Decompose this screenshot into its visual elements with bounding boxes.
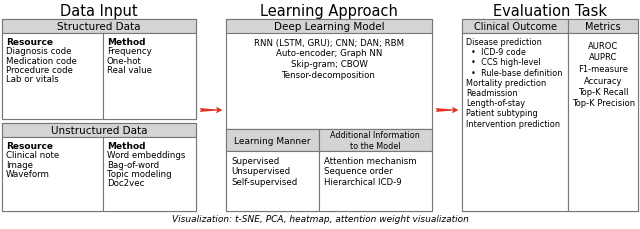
Bar [226, 20, 432, 34]
Bar [2, 137, 103, 211]
Bar [226, 151, 319, 211]
Bar [462, 20, 568, 34]
Text: Evaluation Task: Evaluation Task [493, 4, 607, 19]
Text: Hierarchical ICD-9: Hierarchical ICD-9 [324, 177, 401, 186]
Text: AUROC: AUROC [588, 42, 618, 51]
Text: Learning Manner: Learning Manner [234, 136, 310, 145]
Text: Resource: Resource [6, 141, 53, 150]
Text: Skip-gram; CBOW: Skip-gram; CBOW [291, 60, 367, 69]
Text: Length-of-stay: Length-of-stay [466, 99, 525, 108]
Text: Medication code: Medication code [6, 56, 77, 65]
Text: Structured Data: Structured Data [57, 22, 141, 32]
Bar [462, 20, 638, 211]
Text: Doc2vec: Doc2vec [107, 179, 144, 188]
Text: Data Input: Data Input [60, 4, 138, 19]
Text: Sequence order: Sequence order [324, 167, 392, 176]
Text: Learning Approach: Learning Approach [260, 4, 398, 19]
Bar [568, 34, 638, 211]
Text: Top-K Precision: Top-K Precision [572, 99, 635, 108]
Text: Topic modeling: Topic modeling [107, 169, 172, 178]
Text: Resource: Resource [6, 38, 53, 47]
Text: Deep Learning Model: Deep Learning Model [274, 22, 384, 32]
Text: Method: Method [107, 38, 145, 47]
Bar [462, 34, 568, 211]
Bar [226, 20, 432, 129]
Bar [226, 129, 432, 211]
Text: RNN (LSTM, GRU); CNN; DAN; RBM: RNN (LSTM, GRU); CNN; DAN; RBM [254, 39, 404, 48]
Text: Image: Image [6, 160, 33, 169]
Text: Clinical Outcome: Clinical Outcome [474, 22, 557, 32]
Text: Metrics: Metrics [586, 22, 621, 32]
Text: AUPRC: AUPRC [589, 53, 618, 62]
Text: Tensor-decomposition: Tensor-decomposition [282, 70, 376, 79]
Text: •  ICD-9 code: • ICD-9 code [471, 48, 526, 57]
Text: Unstructured Data: Unstructured Data [51, 125, 147, 135]
Text: •  CCS high-level: • CCS high-level [471, 58, 541, 67]
Bar [2, 20, 196, 120]
Text: Procedure code: Procedure code [6, 66, 73, 75]
Text: Method: Method [107, 141, 145, 150]
Bar [2, 123, 196, 211]
Text: Attention mechanism: Attention mechanism [324, 156, 417, 165]
Text: •  Rule-base definition: • Rule-base definition [471, 68, 563, 77]
Text: Diagnosis code: Diagnosis code [6, 47, 72, 56]
Bar [319, 129, 432, 151]
Bar [2, 20, 196, 34]
Text: Clinical note: Clinical note [6, 150, 60, 159]
Bar [103, 34, 196, 120]
Bar [226, 129, 319, 151]
Text: Auto-encoder; Graph NN: Auto-encoder; Graph NN [276, 49, 382, 58]
Text: Accuracy: Accuracy [584, 76, 623, 85]
Text: Top-K Recall: Top-K Recall [578, 88, 628, 97]
Text: Readmission: Readmission [466, 89, 518, 98]
Text: Word embeddings: Word embeddings [107, 150, 185, 159]
Text: Self-supervised: Self-supervised [231, 177, 297, 186]
Text: Frequency: Frequency [107, 47, 152, 56]
Bar [319, 151, 432, 211]
Text: Waveform: Waveform [6, 169, 50, 178]
Text: F1-measure: F1-measure [579, 65, 628, 74]
Text: Patient subtyping: Patient subtyping [466, 109, 538, 118]
Text: Unsupervised: Unsupervised [231, 167, 290, 176]
Text: Supervised: Supervised [231, 156, 279, 165]
Text: Disease prediction: Disease prediction [466, 38, 542, 47]
Text: One-hot: One-hot [107, 56, 141, 65]
Text: Real value: Real value [107, 66, 152, 75]
Text: Mortality prediction: Mortality prediction [466, 79, 547, 87]
Bar [2, 123, 196, 137]
Bar [103, 137, 196, 211]
Text: Bag-of-word: Bag-of-word [107, 160, 159, 169]
Bar [568, 20, 638, 34]
Text: Lab or vitals: Lab or vitals [6, 75, 59, 84]
Bar [2, 34, 103, 120]
Text: Intervention prediction: Intervention prediction [466, 119, 560, 128]
Text: Additional Information
to the Model: Additional Information to the Model [330, 131, 420, 150]
Text: Visualization: t-SNE, PCA, heatmap, attention weight visualization: Visualization: t-SNE, PCA, heatmap, atte… [172, 215, 468, 224]
